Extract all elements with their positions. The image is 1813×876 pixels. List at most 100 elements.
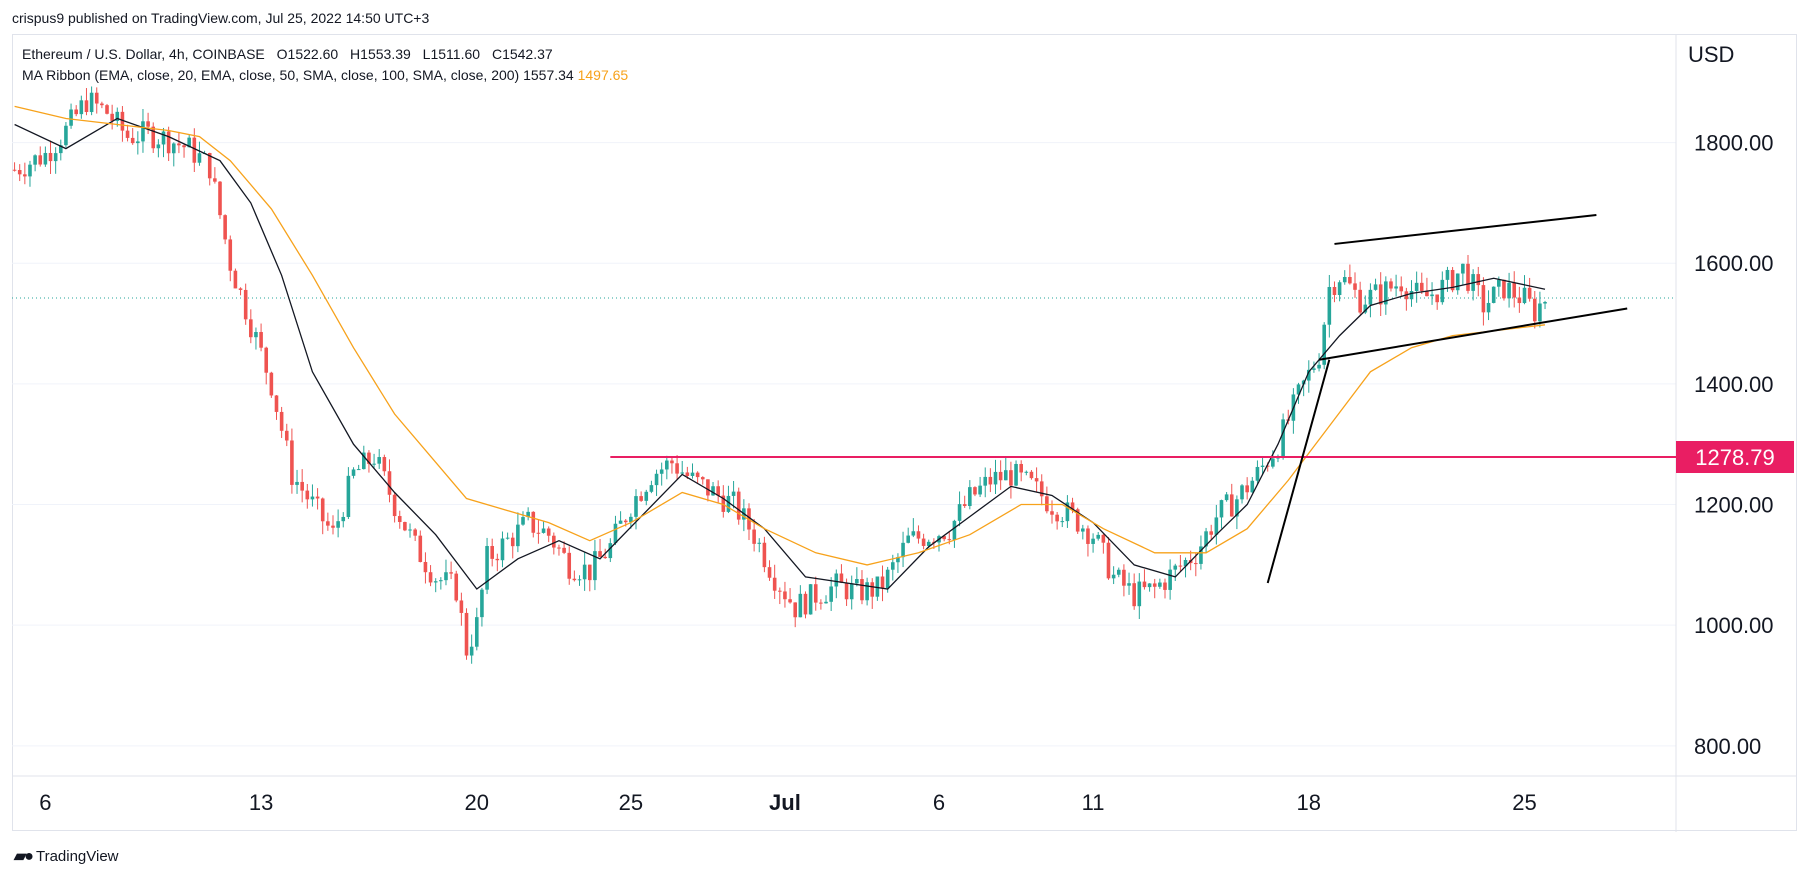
candle-body xyxy=(654,473,659,486)
candle-body xyxy=(243,289,248,320)
candle xyxy=(824,595,828,604)
candle xyxy=(1029,470,1034,480)
candle-body xyxy=(454,573,459,601)
candle xyxy=(839,564,844,584)
candle xyxy=(1142,569,1147,590)
candle xyxy=(834,569,839,599)
candle-body xyxy=(1019,463,1023,473)
candle xyxy=(721,485,726,518)
candle-body xyxy=(1363,304,1368,313)
candle-body xyxy=(1481,285,1486,313)
time-tick-label: 25 xyxy=(619,790,643,815)
price-tick-label: 1600.00 xyxy=(1694,251,1774,276)
candle-body xyxy=(1399,286,1404,292)
candle xyxy=(1122,564,1126,597)
candle-body xyxy=(69,109,73,126)
candle-body xyxy=(331,525,335,528)
candle-body xyxy=(259,332,263,348)
candle xyxy=(793,602,798,628)
candle-body xyxy=(48,152,53,162)
candle xyxy=(1425,277,1429,297)
candle-body xyxy=(834,573,839,587)
candle-body xyxy=(341,516,346,522)
footer-brand[interactable]: ▰● TradingView xyxy=(14,846,119,866)
trendline-rising-support[interactable] xyxy=(1266,359,1331,584)
candle-body xyxy=(279,411,284,431)
candle-body xyxy=(736,491,741,520)
candle xyxy=(1543,300,1547,310)
candle xyxy=(582,551,587,591)
candle-body xyxy=(1034,478,1039,482)
candle-body xyxy=(1445,269,1450,280)
candle-body xyxy=(351,469,356,476)
chart-frame[interactable] xyxy=(12,34,1797,831)
candle-body xyxy=(418,535,423,562)
candle xyxy=(115,107,120,127)
trendlines[interactable] xyxy=(1266,213,1628,584)
candle xyxy=(346,467,351,520)
candle-body xyxy=(377,457,382,464)
candle xyxy=(1322,322,1326,370)
candle-body xyxy=(788,599,792,603)
candle-body xyxy=(1497,279,1501,287)
candle xyxy=(1450,267,1455,293)
trendline-channel-upper[interactable] xyxy=(1334,213,1597,245)
candle-body xyxy=(778,590,782,592)
candle-body xyxy=(115,111,120,121)
candle xyxy=(1081,524,1085,540)
candle xyxy=(1296,382,1301,404)
candle-body xyxy=(89,92,94,113)
candle-body xyxy=(33,155,37,165)
candle-body xyxy=(94,92,99,104)
candle-body xyxy=(84,100,89,113)
candle xyxy=(372,453,376,468)
candle xyxy=(675,455,679,480)
candle-body xyxy=(218,181,222,216)
candle-body xyxy=(254,332,258,338)
candle xyxy=(762,536,767,573)
candle xyxy=(998,460,1003,490)
candle xyxy=(94,87,99,114)
candle-body xyxy=(382,457,387,472)
candle-body xyxy=(485,546,489,590)
candle-body xyxy=(1337,282,1342,295)
candle-body xyxy=(1389,281,1393,289)
candle-body xyxy=(952,520,957,540)
candle xyxy=(223,214,227,245)
candle-body xyxy=(264,347,269,373)
candle-body xyxy=(1358,289,1362,313)
candle xyxy=(1332,281,1337,303)
candle-body xyxy=(870,582,875,597)
candle xyxy=(608,538,613,563)
candle-body xyxy=(197,153,202,163)
candle-body xyxy=(819,602,823,604)
candle xyxy=(1461,263,1465,286)
candle xyxy=(1214,504,1219,545)
candle-body xyxy=(829,586,833,602)
trendline-channel-lower[interactable] xyxy=(1318,307,1628,361)
candle xyxy=(1532,291,1537,329)
candle xyxy=(1414,271,1419,303)
candle-body xyxy=(403,522,407,531)
price-ticks: 800.00 1000.00 1200.00 1400.00 1600.00 1800.0… xyxy=(1694,131,1774,759)
candle-body xyxy=(634,496,638,517)
candle-body xyxy=(1491,286,1496,303)
candle xyxy=(921,533,926,550)
candle xyxy=(1353,272,1357,298)
candle-body xyxy=(284,430,289,441)
candle xyxy=(813,576,818,611)
candle-body xyxy=(105,105,109,114)
candle xyxy=(305,484,310,509)
candle-body xyxy=(146,121,150,127)
candle-body xyxy=(17,169,22,175)
candle-body xyxy=(1455,273,1460,291)
candle-body xyxy=(1163,582,1167,590)
candle-body xyxy=(649,485,654,492)
candle xyxy=(665,455,669,480)
candle-body xyxy=(1517,297,1522,304)
time-tick-label: 18 xyxy=(1297,790,1321,815)
candle-body xyxy=(223,215,227,240)
candle xyxy=(1522,275,1527,305)
candle xyxy=(1240,484,1244,504)
